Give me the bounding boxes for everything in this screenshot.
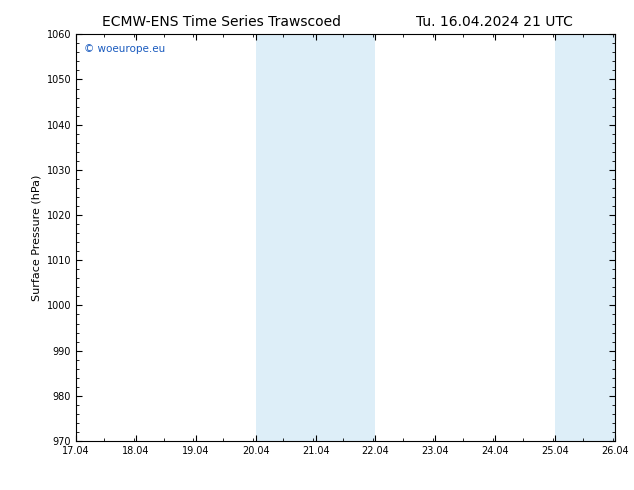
Y-axis label: Surface Pressure (hPa): Surface Pressure (hPa)	[31, 174, 41, 301]
Bar	[256, 34, 375, 441]
Text: ECMW-ENS Time Series Trawscoed: ECMW-ENS Time Series Trawscoed	[103, 15, 341, 29]
Text: © woeurope.eu: © woeurope.eu	[84, 45, 165, 54]
Bar	[555, 34, 615, 441]
Text: Tu. 16.04.2024 21 UTC: Tu. 16.04.2024 21 UTC	[416, 15, 573, 29]
